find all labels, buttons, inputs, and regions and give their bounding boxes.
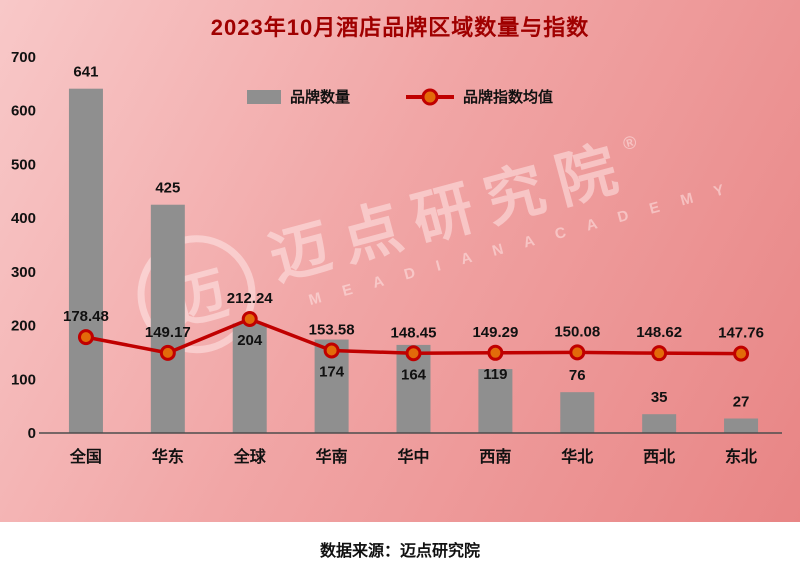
bar-value-label: 164 [401,366,427,383]
legend-item-line: 品牌指数均值 [406,86,553,107]
bar-value-label: 425 [155,180,180,197]
y-tick-label: 600 [11,103,36,120]
y-tick-label: 700 [11,49,36,66]
line-marker [323,342,340,359]
x-category-label: 东北 [725,447,757,466]
source-text: 数据来源：迈点研究院 [319,543,480,560]
source-bar: 数据来源：迈点研究院 [0,522,800,576]
bar-value-label: 174 [319,364,345,381]
chart-background: 迈 迈点研究院® M E A D I A N A C A D E M Y 0 10… [0,0,800,522]
y-tick-label: 500 [11,156,36,173]
bar-value-label: 35 [651,389,668,406]
line-value-label: 150.08 [554,323,600,340]
line-marker [159,344,176,361]
y-tick-label: 300 [11,264,36,281]
chart-title: 2023年10月酒店品牌区域数量与指数 [210,15,590,40]
bar [478,369,513,433]
line-value-label: 178.48 [63,308,109,325]
x-category-label: 全国 [69,447,102,466]
x-category-label: 华南 [316,447,348,466]
bar [642,414,677,433]
y-tick-label: 0 [28,425,36,442]
legend-item-bars: 品牌数量 [246,86,350,107]
x-category-label: 华东 [152,447,184,466]
x-category-label: 全球 [233,447,267,466]
line-marker-icon [421,88,439,105]
y-tick-label: 100 [11,371,36,388]
bar [724,418,759,433]
bar [68,88,103,433]
bar-value-label: 76 [569,367,586,384]
chart-legend: 品牌数量 品牌指数均值 [0,86,800,107]
bar-value-label: 119 [483,366,507,383]
line-value-label: 147.76 [718,325,764,342]
line-value-label: 149.17 [145,324,191,341]
x-category-label: 西北 [643,448,675,466]
y-tick-label: 200 [11,318,36,335]
line-value-label: 148.62 [636,324,682,341]
line-marker [569,344,586,361]
line-swatch-icon [406,88,454,105]
line-marker [733,345,750,362]
bar-value-label: 641 [73,64,98,81]
line-marker [651,345,668,362]
x-category-label: 西南 [479,447,511,466]
bar-value-label: 204 [237,332,263,349]
line-value-label: 148.45 [391,324,437,341]
y-tick-label: 400 [11,210,36,227]
bar [560,392,595,433]
line-value-label: 153.58 [309,322,355,339]
line-value-label: 149.29 [472,324,518,341]
legend-bars-label: 品牌数量 [289,89,350,106]
line-value-label: 212.24 [227,290,274,307]
bar [232,323,267,433]
line-marker [241,310,258,327]
bar-swatch-icon [246,89,281,104]
line-marker [405,345,422,362]
x-category-label: 华中 [397,447,429,466]
bar-value-label: 27 [733,393,750,410]
line-marker [487,344,504,361]
plot-svg: 0 100 200 300 400 500 600 700 641 425 204 174 164 119… [11,49,782,466]
bar [150,204,185,433]
line-marker [77,329,94,346]
x-category-label: 华北 [561,447,593,466]
legend-line-label: 品牌指数均值 [463,89,554,106]
